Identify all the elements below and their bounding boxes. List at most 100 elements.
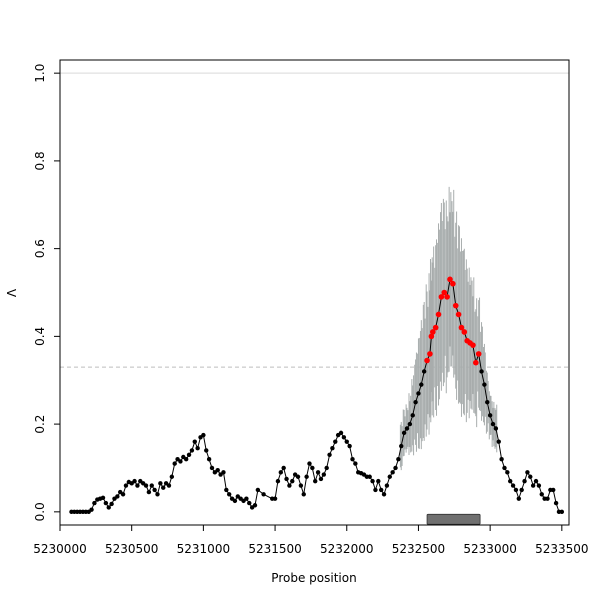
data-point: [519, 487, 524, 493]
data-point: [545, 496, 550, 501]
data-point: [244, 496, 249, 501]
data-point: [330, 446, 335, 451]
x-tick-label: 5231000: [177, 542, 230, 556]
data-point: [490, 421, 496, 427]
data-point: [192, 439, 197, 444]
data-point: [516, 496, 522, 501]
data-point: [295, 474, 301, 479]
data-point: [404, 426, 410, 431]
data-point: [161, 485, 166, 490]
data-point: [178, 459, 183, 464]
data-point: [158, 481, 163, 486]
data-point: [152, 487, 157, 493]
data-point: [344, 439, 349, 444]
data-point: [307, 461, 312, 466]
data-point: [384, 483, 390, 488]
data-point: [553, 500, 559, 506]
data-point: [281, 465, 286, 471]
data-point: [232, 498, 238, 504]
data-point: [252, 503, 258, 508]
data-point: [401, 430, 407, 436]
data-point: [135, 483, 140, 488]
significant-point: [441, 289, 448, 296]
data-point: [327, 452, 332, 458]
plot-frame: [59, 59, 570, 526]
x-tick-label: 5230000: [33, 542, 86, 556]
data-point: [275, 478, 281, 484]
x-axis-title: Probe position: [271, 571, 356, 585]
significant-point: [438, 294, 445, 300]
significant-point: [444, 294, 450, 300]
data-point: [287, 483, 292, 488]
data-point: [89, 507, 94, 512]
data-point: [399, 443, 404, 449]
data-point: [528, 474, 533, 479]
data-point: [318, 476, 324, 482]
data-point: [522, 478, 527, 484]
data-point: [172, 461, 177, 466]
data-point: [201, 432, 206, 438]
x-tick-label: 5231500: [248, 542, 301, 556]
significant-point: [475, 351, 482, 357]
region-bar-group: [426, 513, 481, 525]
data-point: [393, 465, 398, 471]
data-point: [272, 496, 278, 501]
data-point: [508, 478, 513, 484]
significant-point: [429, 329, 436, 335]
data-point: [373, 487, 378, 493]
data-point: [416, 391, 421, 396]
data-point: [189, 448, 195, 453]
data-point: [103, 500, 109, 506]
y-tick-label: 0.2: [33, 415, 47, 434]
data-point: [347, 443, 352, 449]
data-point: [536, 483, 542, 488]
data-point: [313, 478, 318, 484]
significant-point: [458, 324, 465, 331]
data-point: [261, 492, 266, 497]
data-point: [204, 448, 209, 453]
data-point: [310, 465, 315, 471]
data-point: [338, 430, 344, 436]
y-tick-label: 0.8: [33, 151, 47, 170]
significant-point: [450, 280, 456, 287]
data-point: [321, 472, 327, 477]
data-point: [290, 478, 295, 484]
data-point: [284, 476, 289, 482]
y-tick-label: 0.4: [33, 327, 47, 346]
y-tick-label: 1.0: [33, 64, 47, 83]
data-point: [206, 456, 212, 462]
significant-point: [470, 342, 476, 348]
data-point: [525, 470, 530, 475]
data-point: [510, 483, 516, 488]
data-point: [333, 439, 338, 444]
data-point: [255, 487, 261, 493]
significant-point: [428, 333, 435, 340]
data-point: [410, 413, 415, 418]
data-point: [505, 470, 510, 475]
data-point: [169, 474, 175, 479]
data-point: [367, 474, 372, 479]
data-point: [100, 495, 106, 501]
data-point: [226, 492, 232, 497]
significant-point: [432, 324, 439, 331]
data-point: [324, 465, 329, 471]
data-point: [387, 474, 392, 479]
data-point: [304, 474, 309, 479]
data-point: [186, 452, 192, 458]
data-point: [370, 478, 375, 484]
significant-point: [455, 311, 462, 318]
data-point: [166, 483, 172, 488]
data-point: [247, 500, 252, 506]
data-point: [499, 456, 504, 462]
data-point: [183, 456, 189, 462]
y-axis-title: Λ: [5, 288, 19, 297]
data-point: [301, 492, 306, 497]
x-tick-label: 5230500: [105, 542, 158, 556]
data-point: [479, 369, 484, 374]
data-point: [513, 487, 519, 493]
data-point: [120, 492, 126, 497]
significant-point: [424, 357, 430, 364]
data-point: [539, 492, 544, 497]
data-point: [143, 483, 149, 488]
y-tick-label: 0.0: [33, 502, 47, 521]
